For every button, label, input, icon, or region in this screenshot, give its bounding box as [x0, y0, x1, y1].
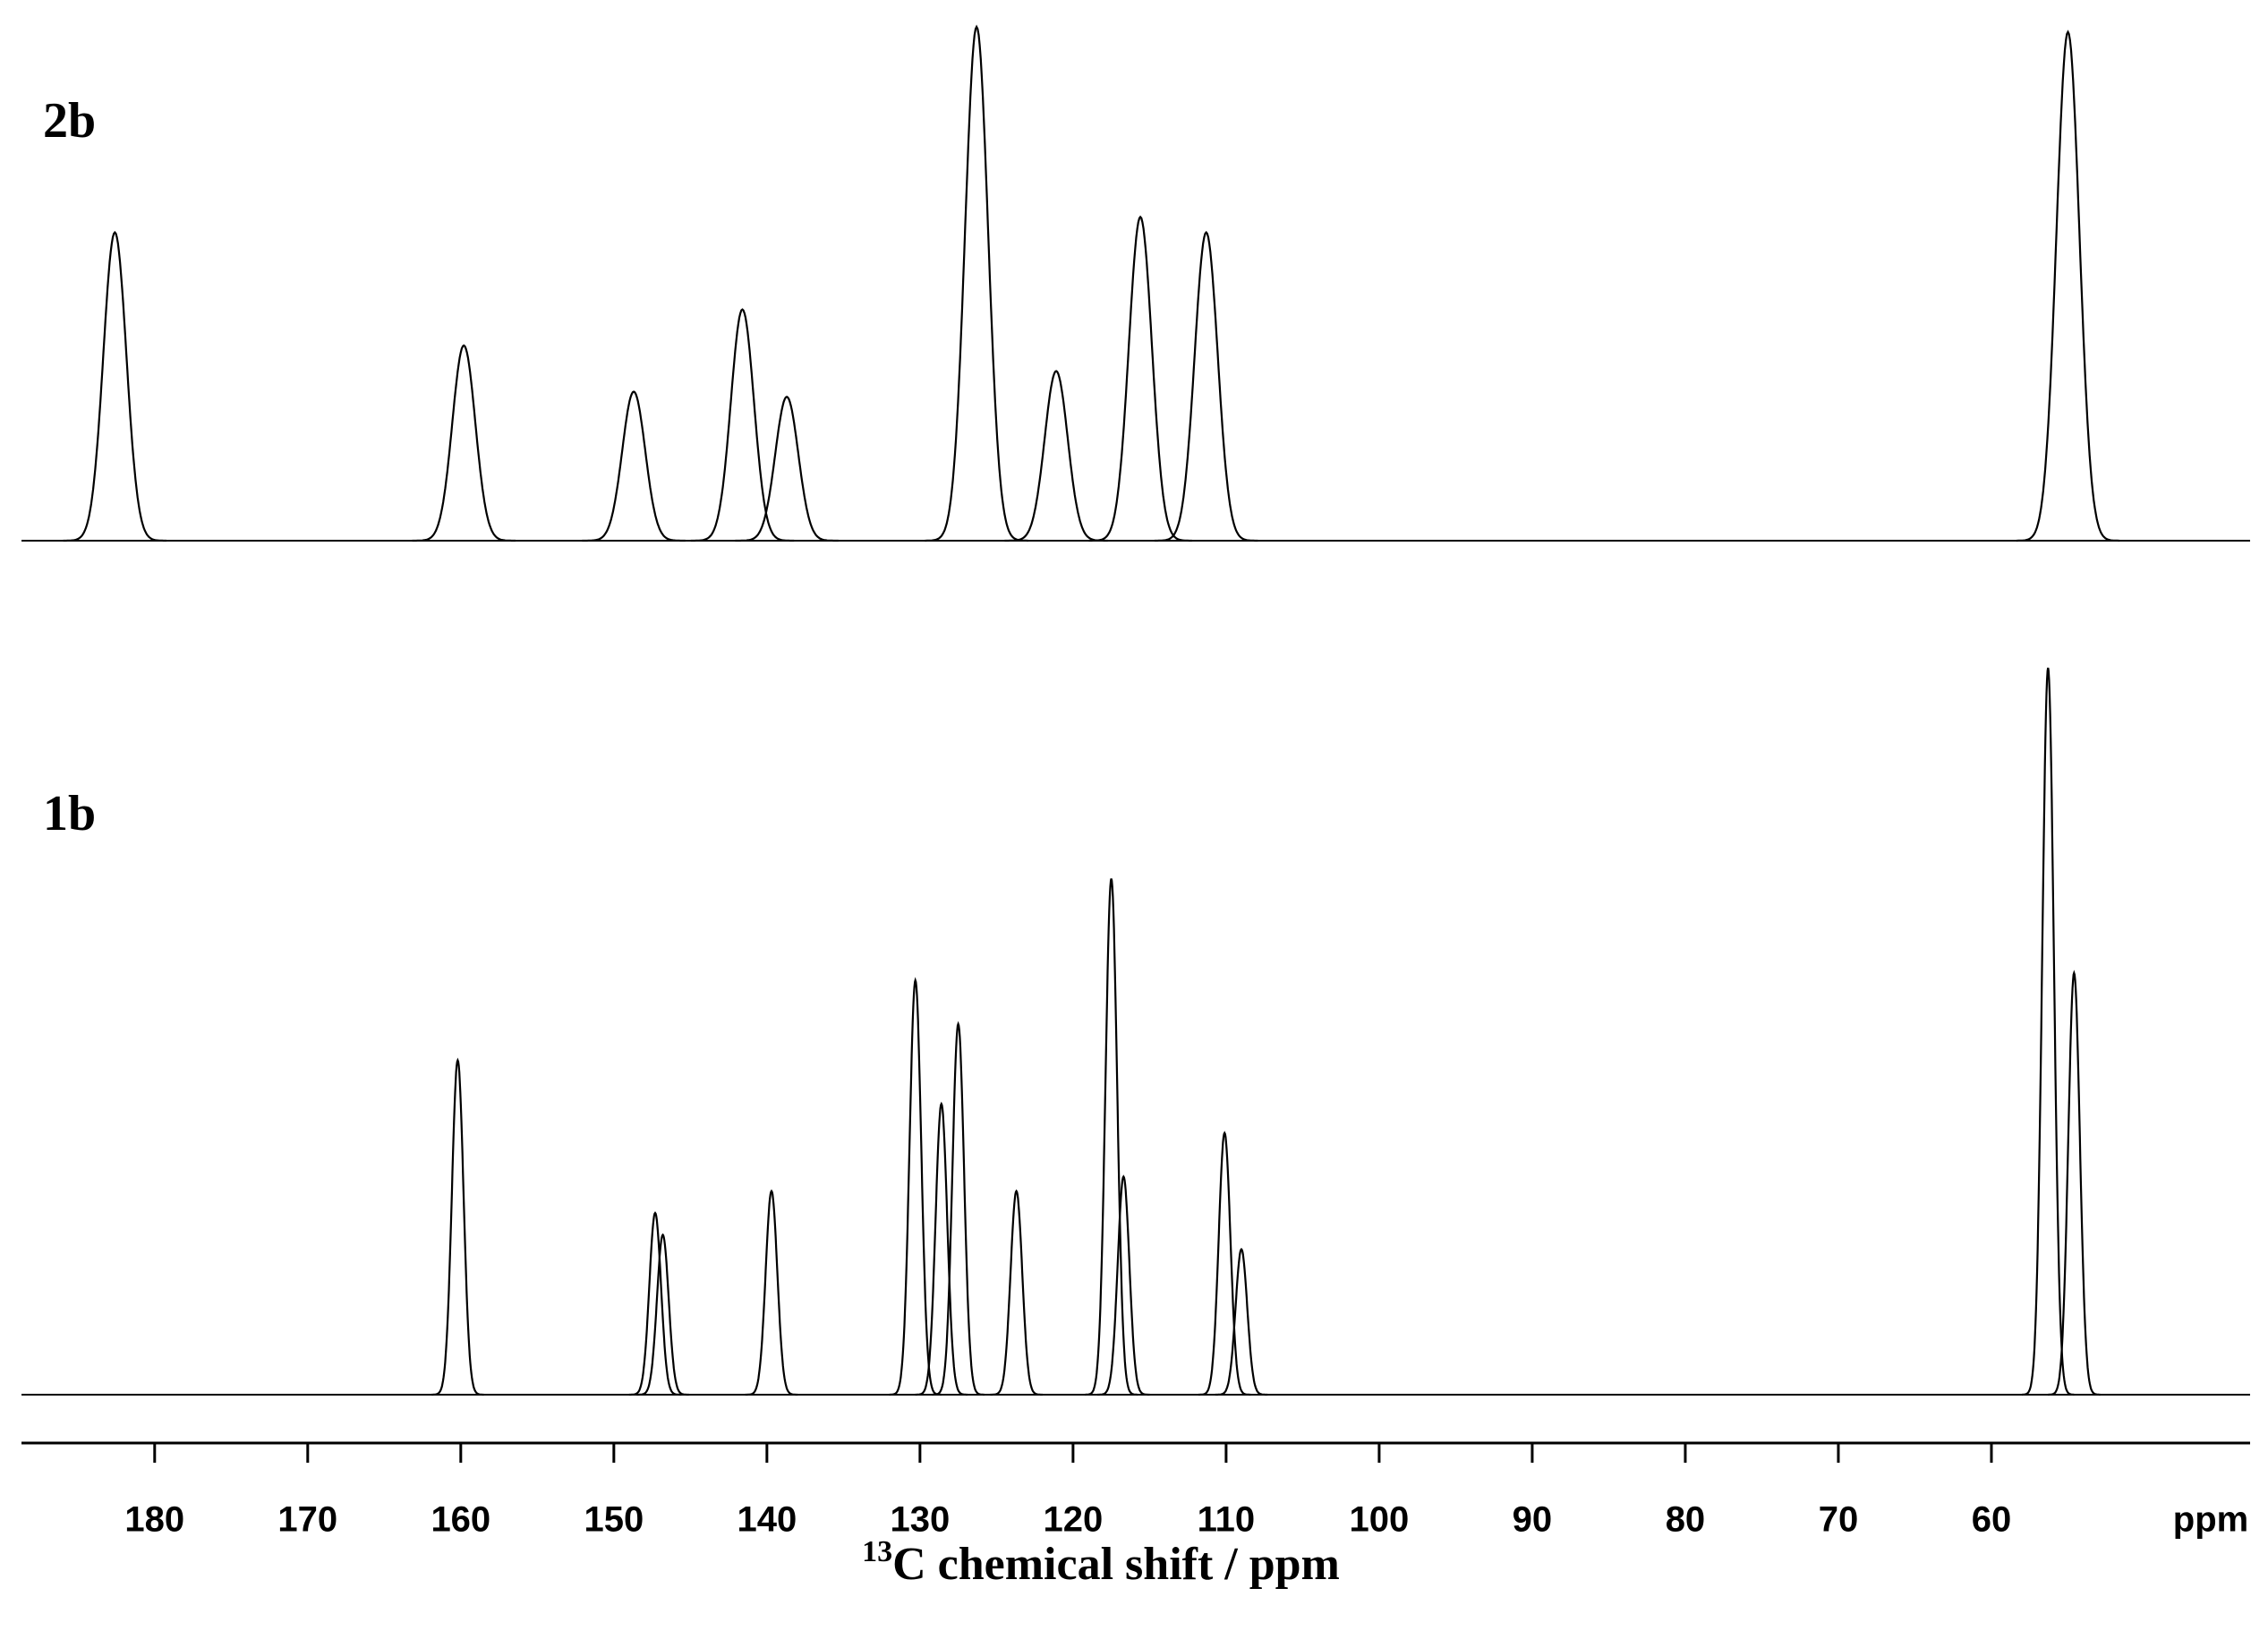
peak [1088, 215, 1192, 542]
peak [1085, 878, 1138, 1396]
peak [1097, 1174, 1150, 1396]
peak [2022, 667, 2075, 1396]
x-tick-label: 70 [1819, 1500, 1859, 1540]
peak [1198, 1131, 1251, 1396]
peak [745, 1189, 798, 1396]
peak [431, 1057, 484, 1396]
peak [1215, 1247, 1268, 1396]
peak [412, 344, 516, 542]
peak [932, 1020, 985, 1396]
peak [889, 977, 942, 1396]
x-tick-label: 100 [1350, 1500, 1410, 1540]
x-tick-label: 180 [124, 1500, 184, 1540]
x-tick-label: 60 [1972, 1500, 2012, 1540]
x-tick-label: 140 [737, 1500, 797, 1540]
x-axis-title-text: C chemical shift / ppm [892, 1539, 1340, 1590]
series-label: 1b [43, 786, 96, 841]
peak [735, 396, 839, 542]
peak [1004, 370, 1108, 542]
x-tick-label: 130 [890, 1500, 950, 1540]
unit-label: ppm [2173, 1500, 2248, 1540]
peak [690, 308, 795, 542]
x-tick-label: 110 [1198, 1500, 1256, 1540]
x-tick-label: 170 [277, 1500, 337, 1540]
peak [636, 1233, 689, 1396]
peak [582, 390, 686, 542]
x-tick-label: 90 [1513, 1500, 1553, 1540]
x-axis-title-sup: 13 [862, 1535, 892, 1568]
peak [990, 1189, 1043, 1396]
x-axis-title: 13C chemical shift / ppm [862, 1535, 1340, 1590]
series-label: 2b [43, 93, 96, 149]
x-tick-label: 160 [431, 1500, 490, 1540]
x-tick-label: 80 [1666, 1500, 1706, 1540]
peak [2048, 969, 2101, 1396]
peak [63, 230, 166, 542]
x-tick-label: 150 [584, 1500, 644, 1540]
peak [925, 24, 1028, 542]
peak [628, 1211, 682, 1396]
x-tick-label: 120 [1044, 1500, 1104, 1540]
peak [1154, 230, 1258, 542]
peak [915, 1101, 968, 1396]
peak [2016, 30, 2120, 542]
